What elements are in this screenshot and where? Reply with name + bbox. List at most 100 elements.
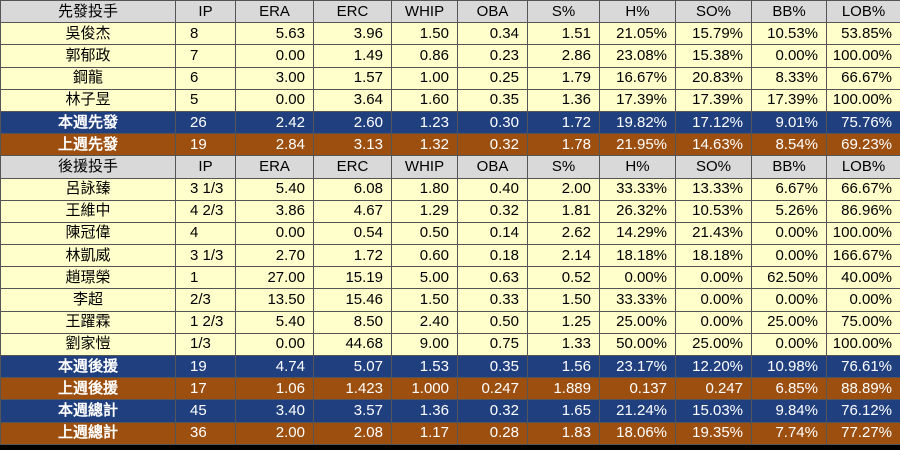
stat-cell: 12.20% [675,354,752,379]
stat-cell: 3 1/3 [175,177,236,201]
stat-cell: 1.49 [313,44,392,68]
stat-cell: 27.00 [235,266,314,290]
stat-cell: 5.00 [391,266,458,290]
row-label: 王維中 [0,199,176,223]
stat-cell: 8.33% [751,66,827,90]
pitcher-row: 郭郁政 7 0.00 1.49 0.86 0.23 2.86 23.08% 15.38% 0.00… [0,44,900,68]
stat-cell: 5.63 [235,22,314,46]
stat-cell: 1.17 [391,421,458,445]
stat-cell: 5.26% [751,199,827,223]
column-header: OBA [457,155,528,179]
stat-cell: 76.12% [826,399,900,423]
stat-cell: 0.00% [599,266,676,290]
stat-cell: 25.00% [675,332,752,357]
stat-cell: 1.81 [527,199,600,223]
stat-cell: 0.34 [457,22,528,46]
column-header: ERC [313,155,392,179]
stat-cell: 3.86 [235,199,314,223]
stat-cell: 1.65 [527,399,600,423]
stat-cell: 0.00 [235,332,314,357]
stat-cell: 18.06% [599,421,676,445]
stat-cell: 19.82% [599,110,676,135]
column-header: OBA [457,0,528,24]
stat-cell: 1.50 [527,288,600,312]
pitcher-row: 李超 2/3 13.50 15.46 1.50 0.33 1.50 33.33% 0.00% 0.… [0,288,900,312]
row-label: 呂詠臻 [0,177,176,201]
column-header: ERA [235,155,314,179]
stat-cell: 15.03% [675,399,752,423]
stat-cell: 36 [175,421,236,445]
stat-cell: 0.247 [457,377,528,401]
totals-row: 上週先發 19 2.84 3.13 1.32 0.32 1.78 21.95% 14.63% 8.… [0,133,900,157]
totals-row: 上週總計 36 2.00 2.08 1.17 0.28 1.83 18.06% 19.35% 7.… [0,421,900,445]
stat-cell: 1.00 [391,66,458,90]
stat-cell: 8.54% [751,133,827,157]
row-label: 上週先發 [0,133,176,157]
stat-cell: 100.00% [826,44,900,68]
stat-cell: 33.33% [599,288,676,312]
stat-cell: 1.36 [391,399,458,423]
stat-cell: 5.40 [235,177,314,201]
stat-cell: 17.12% [675,110,752,135]
section-title: 先發投手 [0,0,176,24]
row-label: 上週後援 [0,377,176,401]
stat-cell: 1.33 [527,332,600,357]
stat-cell: 3.00 [235,66,314,90]
stat-cell: 77.27% [826,421,900,445]
stat-cell: 66.67% [826,177,900,201]
stat-cell: 0.86 [391,44,458,68]
stat-cell: 0.52 [527,266,600,290]
column-header: SO% [675,0,752,24]
stat-cell: 0.00% [675,288,752,312]
stat-cell: 1.23 [391,110,458,135]
stat-cell: 0.63 [457,266,528,290]
stat-cell: 1.423 [313,377,392,401]
stat-cell: 13.33% [675,177,752,201]
section-header-row: 先發投手 IP ERA ERC WHIP OBA S% H% SO% BB% LOB% [0,0,900,24]
stat-cell: 3.40 [235,399,314,423]
stat-cell: 15.79% [675,22,752,46]
column-header: H% [599,155,676,179]
column-header: LOB% [826,0,900,24]
stat-cell: 0.00% [751,244,827,268]
column-header: ERA [235,0,314,24]
row-label: 本週後援 [0,354,176,379]
stat-cell: 15.46 [313,288,392,312]
stat-cell: 40.00% [826,266,900,290]
stat-cell: 1.60 [391,88,458,112]
stat-cell: 0.23 [457,44,528,68]
column-header: S% [527,155,600,179]
section-header-row: 後援投手 IP ERA ERC WHIP OBA S% H% SO% BB% LOB% [0,155,900,179]
stat-cell: 0.40 [457,177,528,201]
row-label: 劉家愷 [0,332,176,357]
stat-cell: 66.67% [826,66,900,90]
row-label: 李超 [0,288,176,312]
pitcher-row: 林凱威 3 1/3 2.70 1.72 0.60 0.18 2.14 18.18% 18.18%… [0,244,900,268]
stat-cell: 0.35 [457,354,528,379]
stat-cell: 7 [175,44,236,68]
stat-cell: 1.000 [391,377,458,401]
stat-cell: 0.00% [751,332,827,357]
stat-cell: 1.50 [391,288,458,312]
stat-cell: 10.53% [751,22,827,46]
stat-cell: 25.00% [599,310,676,334]
stat-cell: 4 [175,221,236,246]
stat-cell: 6.85% [751,377,827,401]
stat-cell: 1.06 [235,377,314,401]
stat-cell: 17.39% [599,88,676,112]
stat-cell: 1.51 [527,22,600,46]
stat-cell: 1 [175,266,236,290]
row-label: 上週總計 [0,421,176,445]
stat-cell: 15.19 [313,266,392,290]
column-header: WHIP [391,155,458,179]
stat-cell: 1.889 [527,377,600,401]
stat-cell: 53.85% [826,22,900,46]
pitcher-row: 趙璟榮 1 27.00 15.19 5.00 0.63 0.52 0.00% 0.00% 62.5… [0,266,900,290]
stat-cell: 0.00% [826,288,900,312]
stat-cell: 100.00% [826,332,900,357]
stat-cell: 0.137 [599,377,676,401]
stat-cell: 13.50 [235,288,314,312]
stat-cell: 45 [175,399,236,423]
stat-cell: 2/3 [175,288,236,312]
